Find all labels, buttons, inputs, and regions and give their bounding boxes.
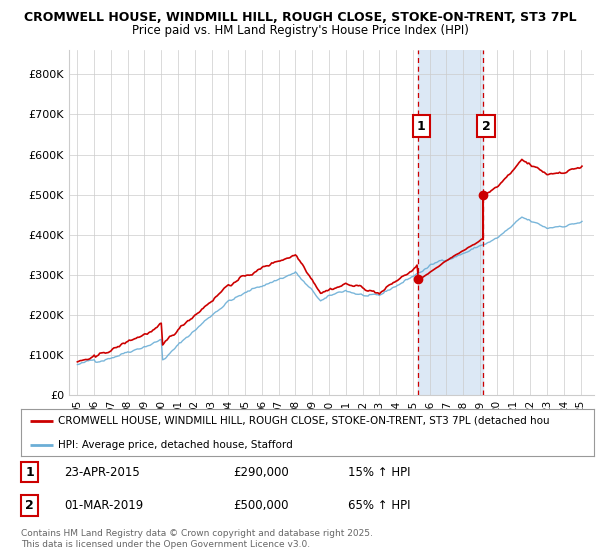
Text: HPI: Average price, detached house, Stafford: HPI: Average price, detached house, Staf… <box>58 440 293 450</box>
Text: £500,000: £500,000 <box>233 499 289 512</box>
Text: CROMWELL HOUSE, WINDMILL HILL, ROUGH CLOSE, STOKE-ON-TRENT, ST3 7PL (detached ho: CROMWELL HOUSE, WINDMILL HILL, ROUGH CLO… <box>58 416 550 426</box>
Text: 15% ↑ HPI: 15% ↑ HPI <box>347 465 410 479</box>
Text: 65% ↑ HPI: 65% ↑ HPI <box>347 499 410 512</box>
Bar <box>418 50 483 395</box>
Text: Contains HM Land Registry data © Crown copyright and database right 2025.
This d: Contains HM Land Registry data © Crown c… <box>21 529 373 549</box>
Text: £290,000: £290,000 <box>233 465 289 479</box>
Text: 23-APR-2015: 23-APR-2015 <box>64 465 140 479</box>
Text: 2: 2 <box>482 120 491 133</box>
Text: Price paid vs. HM Land Registry's House Price Index (HPI): Price paid vs. HM Land Registry's House … <box>131 24 469 37</box>
Text: 2: 2 <box>25 499 34 512</box>
Text: 01-MAR-2019: 01-MAR-2019 <box>64 499 143 512</box>
Text: CROMWELL HOUSE, WINDMILL HILL, ROUGH CLOSE, STOKE-ON-TRENT, ST3 7PL: CROMWELL HOUSE, WINDMILL HILL, ROUGH CLO… <box>23 11 577 24</box>
Text: 1: 1 <box>25 465 34 479</box>
Text: 1: 1 <box>417 120 426 133</box>
